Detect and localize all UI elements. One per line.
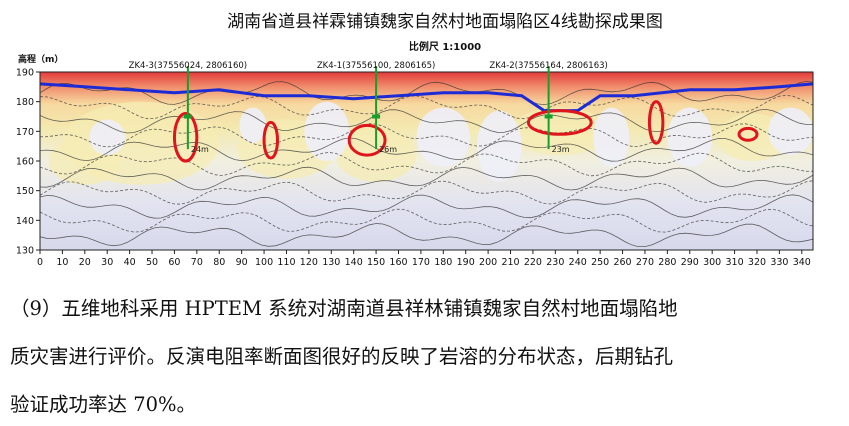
y-tick-label: 160 — [16, 157, 34, 168]
contour-line — [40, 151, 813, 177]
x-tick-label: 160 — [389, 257, 407, 268]
borehole-marker — [372, 114, 381, 119]
karst-anomaly-outline — [172, 112, 199, 163]
contour-line — [40, 208, 813, 233]
contour-line — [40, 94, 813, 120]
low-resistivity-lobe — [239, 107, 267, 144]
x-tick-label: 200 — [479, 257, 497, 268]
y-tick-label: 140 — [16, 216, 34, 227]
low-resistivity-lobe — [416, 107, 471, 167]
y-tick-label: 180 — [16, 97, 34, 108]
x-tick-label: 130 — [322, 257, 340, 268]
borehole-marker — [183, 114, 192, 119]
x-tick-label: 310 — [726, 257, 744, 268]
x-tick-label: 150 — [367, 257, 385, 268]
x-tick-label: 320 — [748, 257, 766, 268]
contour-line — [40, 194, 813, 219]
x-tick-label: 50 — [146, 257, 158, 268]
x-tick-label: 40 — [124, 257, 136, 268]
x-tick-label: 240 — [569, 257, 587, 268]
mid-resistivity-zone — [510, 107, 610, 156]
x-tick-label: 60 — [168, 257, 180, 268]
contour-line — [40, 108, 813, 134]
x-tick-label: 250 — [591, 257, 609, 268]
y-tick-label: 150 — [16, 186, 34, 197]
borehole-depth-label: 23m — [552, 145, 570, 154]
y-axis-label: 高程（m） — [18, 53, 63, 65]
karst-anomaly-outline — [737, 126, 759, 142]
x-tick-label: 30 — [101, 257, 113, 268]
borehole-depth-label: 26m — [379, 145, 397, 154]
x-tick-label: 100 — [255, 257, 273, 268]
x-tick-label: 0 — [37, 257, 43, 268]
low-resistivity-lobe — [768, 107, 813, 156]
resistivity-section-figure: 湖南省道县祥霖铺镇魏家自然村地面塌陷区4线勘探成果图 比例尺 1:1000 高程… — [16, 12, 814, 268]
borehole-marker — [544, 114, 553, 119]
x-tick-label: 300 — [703, 257, 721, 268]
x-tick-label: 210 — [501, 257, 519, 268]
low-resistivity-lobe — [476, 110, 522, 182]
low-resistivity-lobe — [89, 119, 126, 156]
x-tick-label: 90 — [236, 257, 248, 268]
x-tick-label: 290 — [681, 257, 699, 268]
surface-line — [40, 82, 813, 113]
x-tick-label: 190 — [457, 257, 475, 268]
borehole-depth-label: 24m — [191, 145, 209, 154]
x-tick-label: 180 — [434, 257, 452, 268]
x-tick-label: 270 — [636, 257, 654, 268]
figure-title: 湖南省道县祥霖铺镇魏家自然村地面塌陷区4线勘探成果图 — [227, 12, 663, 32]
borehole-label: ZK4-1(37556100, 2806165) — [317, 61, 435, 71]
x-tick-label: 120 — [300, 257, 318, 268]
contour-line — [40, 180, 813, 205]
karst-anomaly-outline — [347, 123, 387, 157]
karst-anomaly-outline — [647, 100, 665, 145]
caption-line-1: （9）五维地科采用 HPTEM 系统对湖南道县祥林铺镇魏家自然村地面塌陷地 — [10, 297, 678, 320]
low-resistivity-lobe — [593, 107, 630, 167]
y-tick-label: 190 — [16, 68, 34, 79]
contour-line — [40, 123, 813, 148]
y-tick-label: 170 — [16, 127, 34, 138]
caption-line-2: 质灾害进行评价。反演电阻率断面图很好的反映了岩溶的分布状态，后期钻孔 — [10, 345, 674, 368]
x-tick-label: 20 — [79, 257, 91, 268]
x-tick-label: 260 — [613, 257, 631, 268]
borehole-label: ZK4-2(37556164, 2806163) — [489, 61, 607, 71]
contour-group — [40, 81, 813, 247]
x-tick-label: 340 — [793, 257, 811, 268]
low-resistivity-lobe — [304, 101, 350, 161]
x-tick-label: 230 — [546, 257, 564, 268]
contour-line — [40, 81, 813, 106]
karst-anomaly-outline — [526, 109, 593, 136]
x-tick-label: 10 — [56, 257, 68, 268]
x-tick-label: 220 — [524, 257, 542, 268]
x-tick-label: 110 — [277, 257, 295, 268]
contour-line — [40, 137, 813, 162]
x-tick-label: 170 — [412, 257, 430, 268]
x-tick-label: 70 — [191, 257, 203, 268]
y-tick-label: 130 — [16, 246, 34, 257]
scale-label: 比例尺 1:1000 — [409, 40, 481, 53]
caption-line-3: 验证成功率达 70%。 — [10, 393, 197, 416]
x-tick-label: 140 — [345, 257, 363, 268]
contour-line — [40, 223, 813, 247]
x-tick-label: 280 — [658, 257, 676, 268]
karst-anomaly-outline — [262, 120, 280, 160]
borehole-label: ZK4-3(37556024, 2806160) — [129, 61, 247, 71]
x-tick-label: 80 — [213, 257, 225, 268]
mid-resistivity-zone — [335, 128, 417, 182]
x-tick-label: 330 — [770, 257, 788, 268]
contour-line — [40, 166, 813, 191]
